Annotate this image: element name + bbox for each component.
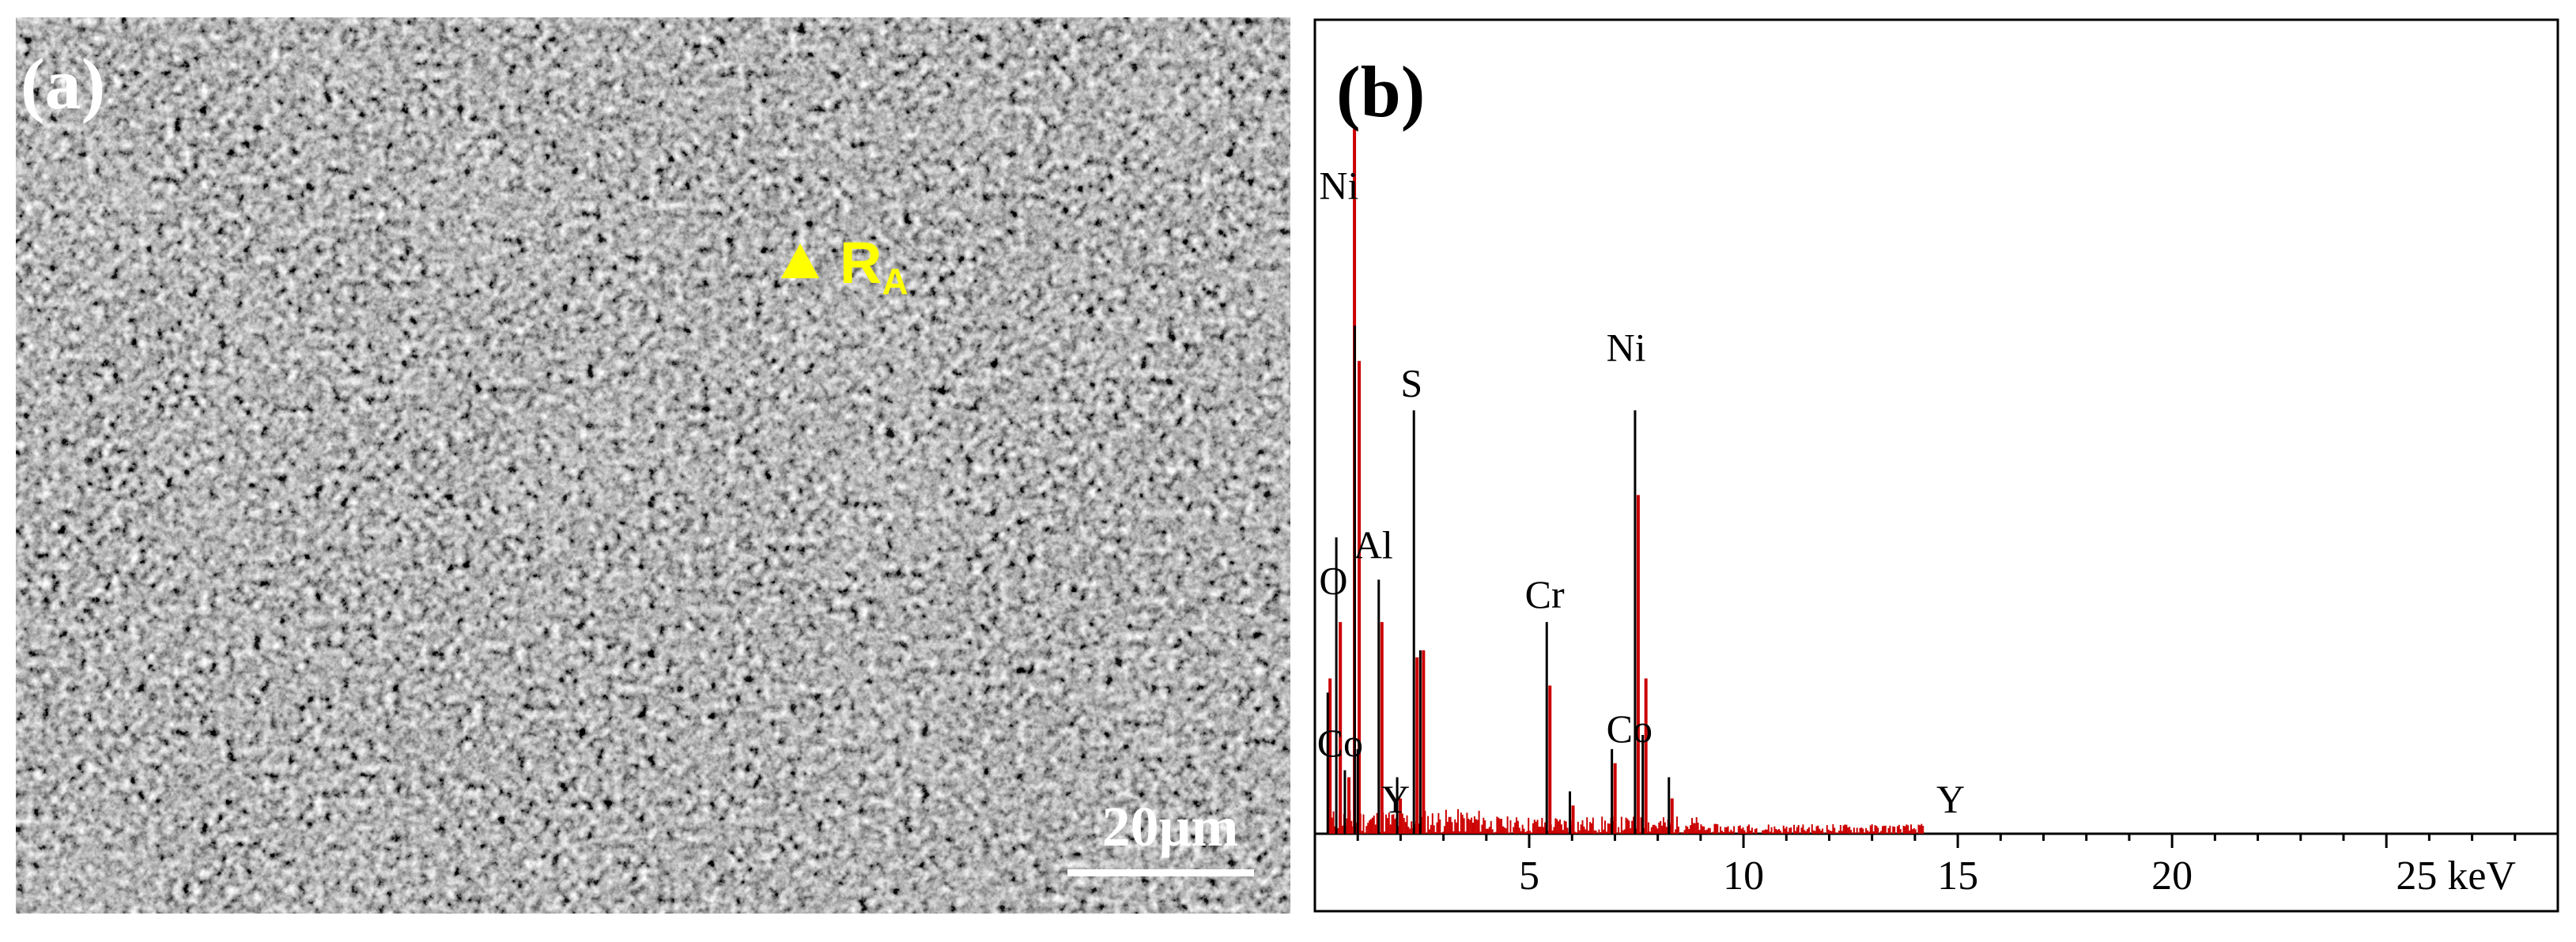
x-tick-label: 5 bbox=[1519, 853, 1539, 899]
peak-label: Co bbox=[1607, 706, 1652, 751]
peak-labels: Ni S AlO Cr Ni Co Y Co Y bbox=[1317, 163, 1965, 821]
triangle-marker-icon bbox=[781, 243, 819, 279]
analysis-point-marker: RA bbox=[781, 234, 908, 300]
x-tick-label: 25 keV bbox=[2396, 853, 2516, 899]
peak-label: Cr bbox=[1525, 572, 1565, 616]
peak-label: S bbox=[1400, 360, 1422, 405]
peak-label: Al bbox=[1354, 523, 1393, 567]
scale-bar-label: 20μm bbox=[1101, 795, 1239, 858]
x-tick-label: 15 bbox=[1937, 853, 1978, 899]
marker-subscript: A bbox=[882, 261, 908, 302]
peak-label: O bbox=[1319, 558, 1347, 602]
peak-label: Ni bbox=[1607, 326, 1646, 370]
x-axis-ticks: 5 10 15 20 25 keV bbox=[1356, 834, 2517, 899]
peak-label: Y bbox=[1936, 777, 1965, 821]
sem-texture bbox=[16, 17, 1290, 914]
sem-micrograph bbox=[16, 17, 1290, 914]
series-black-peaks bbox=[1326, 326, 1671, 834]
panel-a-label: (a) bbox=[21, 43, 106, 124]
plot-frame bbox=[1313, 18, 2559, 913]
eds-spectrum-chart: 5 10 15 20 25 keV Ni S Al O Cr Ni Co Y Co Y bbox=[1313, 17, 2560, 914]
panel-b-label: (b) bbox=[1336, 51, 1426, 132]
eds-spectrum-svg: 5 10 15 20 25 keV Ni S AlO Cr Ni Co Y Co Y bbox=[1313, 18, 2559, 913]
marker-label: R bbox=[840, 230, 882, 296]
peak-label: Ni bbox=[1319, 163, 1358, 207]
x-tick-label: 10 bbox=[1723, 853, 1764, 899]
scale-bar bbox=[1067, 869, 1254, 876]
x-tick-label: 20 bbox=[2151, 853, 2193, 899]
peak-label: Co bbox=[1317, 721, 1363, 765]
peak-label: Y bbox=[1381, 777, 1410, 821]
